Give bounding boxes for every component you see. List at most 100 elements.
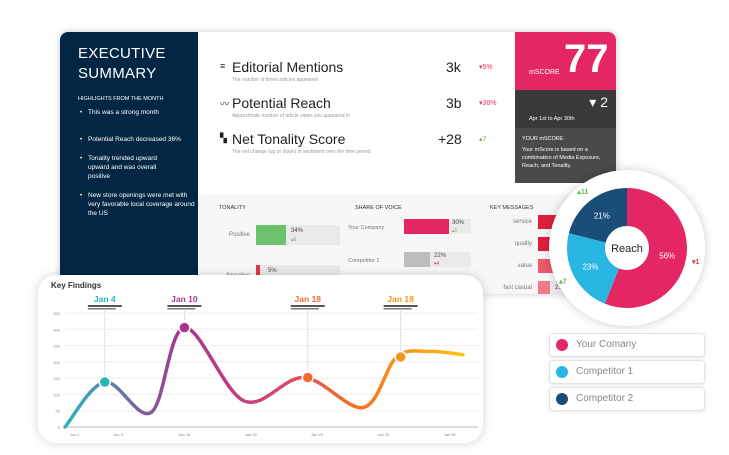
share-change: ▾4 xyxy=(434,261,440,267)
reach-donut-card: 56% ▾1 23% ▴7 21% ▴11 Reach xyxy=(549,170,705,326)
tonality-bar-positive xyxy=(256,225,286,245)
annotation-note xyxy=(383,305,418,307)
legend-label: Your Comany xyxy=(576,339,637,350)
x-tick-label: Jan 25 xyxy=(377,432,390,437)
annotation-label: Jan 10 xyxy=(171,294,198,304)
mscore-range: Apr 1st to Apr 30th xyxy=(529,116,575,122)
reach-donut-chart: 56% ▾1 23% ▴7 21% ▴11 Reach xyxy=(558,188,700,308)
metric-title: Potential Reach xyxy=(232,95,331,111)
mscore-panel: mSCORE 77 xyxy=(515,32,616,90)
annotation-marker xyxy=(178,321,191,334)
thumbs-icon: ▚ xyxy=(220,133,227,143)
share-header: SHARE OF VOICE xyxy=(355,205,402,211)
message-label: value xyxy=(517,263,532,269)
metric-change: ▾5% xyxy=(479,64,493,71)
mscore-info-text: Your mScore is based on a combination of… xyxy=(522,147,601,169)
legend-your-company[interactable]: Your Comany xyxy=(549,333,705,357)
mscore-info-title: YOUR mSCORE xyxy=(522,136,564,142)
annotation-marker xyxy=(98,375,112,389)
executive-summary-card: EXECUTIVE SUMMARY HIGHLIGHTS FROM THE MO… xyxy=(60,32,616,294)
metric-desc: The net change (up or down) in sentiment… xyxy=(232,149,372,155)
slice-label: 21% xyxy=(594,212,610,221)
metric-desc: Approximate number of article views you … xyxy=(232,113,350,119)
trend-icon: 〰 xyxy=(220,99,230,109)
x-tick-label: Jan 20 xyxy=(311,432,324,437)
data-line xyxy=(63,325,465,429)
slice-change: ▴11 xyxy=(576,189,588,196)
legend-dot xyxy=(556,393,568,405)
summary-panel: EXECUTIVE SUMMARY HIGHLIGHTS FROM THE MO… xyxy=(60,32,198,294)
annotation-label: Jan 4 xyxy=(94,294,116,304)
x-tick-label: Jan 1 xyxy=(70,432,81,437)
share-change: ▴1 xyxy=(452,228,458,234)
annotation-note xyxy=(290,305,325,307)
share-bar-competitor-1 xyxy=(404,252,430,267)
share-label: Your Company xyxy=(348,225,385,231)
legend-competitor-1[interactable]: Competitor 1 xyxy=(549,360,705,384)
annotation-note xyxy=(290,308,319,310)
legend-label: Competitor 2 xyxy=(576,393,634,404)
mscore-delta: ▾ 2 xyxy=(589,94,608,110)
summary-title: EXECUTIVE SUMMARY xyxy=(78,45,166,82)
tonality-change: ▴6 xyxy=(291,237,297,243)
slice-change: ▾1 xyxy=(691,259,700,266)
y-tick-label: 50 xyxy=(56,409,61,414)
y-tick-label: 300 xyxy=(53,327,60,332)
x-tick-label: Jan 30 xyxy=(444,432,457,437)
summary-subtitle: HIGHLIGHTS FROM THE MONTH xyxy=(78,96,164,102)
donut-hole xyxy=(605,226,649,270)
summary-bullet: New store openings were met with very fa… xyxy=(78,191,196,218)
share-pct: 22% xyxy=(434,253,447,259)
slice-label: 23% xyxy=(582,263,598,272)
annotation-note xyxy=(167,308,196,310)
annotation-marker xyxy=(394,350,407,364)
mscore-value: 77 xyxy=(564,37,609,81)
message-label: fast casual xyxy=(503,285,532,291)
donut-center-label: Reach xyxy=(611,243,643,255)
share-bar-your-company xyxy=(404,219,449,234)
metric-net-tonality: ▚ Net Tonality Score The net change (up … xyxy=(220,131,520,161)
metric-value: 3b xyxy=(446,95,462,111)
metric-editorial-mentions: ≡ Editorial Mentions The number of times… xyxy=(220,59,520,89)
mscore-label: mSCORE xyxy=(529,69,560,76)
x-tick-label: Jan 10 xyxy=(178,432,191,437)
annotation-note xyxy=(87,305,122,307)
key-findings-chart: 0 50 100 150 200 250 300 350 Jan 1 Jan 5 Jan 10 Jan… xyxy=(53,294,478,437)
metric-change: ▴7 xyxy=(479,136,487,143)
summary-bullet: Potential Reach decreased 36% xyxy=(78,135,196,144)
share-pct: 30% xyxy=(452,220,465,226)
metric-change: ▾36% xyxy=(479,100,497,107)
tonality-header: TONALITY xyxy=(219,205,246,211)
x-tick-label: Jan 5 xyxy=(113,432,124,437)
document-icon: ≡ xyxy=(220,61,226,71)
annotation-note xyxy=(383,308,412,310)
slice-change: ▴7 xyxy=(558,279,567,286)
metric-potential-reach: 〰 Potential Reach Approximate number of … xyxy=(220,95,520,125)
y-tick-label: 350 xyxy=(53,311,60,316)
legend-label: Competitor 1 xyxy=(576,366,634,377)
y-tick-label: 250 xyxy=(53,344,60,349)
legend-competitor-2[interactable]: Competitor 2 xyxy=(549,387,705,411)
metric-desc: The number of times articles appeared xyxy=(232,77,318,83)
tonality-pct: 34% xyxy=(291,228,304,234)
tonality-pct: 5% xyxy=(268,268,277,274)
annotation-note xyxy=(167,305,202,307)
annotation-marker xyxy=(301,371,315,384)
messages-header: KEY MESSAGES xyxy=(490,205,534,211)
metric-value: 3k xyxy=(446,59,461,75)
message-bar xyxy=(538,281,550,294)
legend-dot xyxy=(556,366,568,378)
message-label: quality xyxy=(514,241,532,247)
y-tick-label: 0 xyxy=(58,425,61,430)
annotation-note xyxy=(87,308,116,310)
message-label: service xyxy=(512,219,532,225)
slice-label: 56% xyxy=(659,252,675,261)
key-findings-card: Key Findings 0 50 100 150 200 250 300 350 Jan 1 J… xyxy=(38,275,483,443)
summary-bullet: This was a strong month xyxy=(78,108,196,117)
key-findings-title: Key Findings xyxy=(51,281,102,290)
summary-bullet: Tonality trended upward upward and was o… xyxy=(78,154,158,181)
metric-title: Net Tonality Score xyxy=(232,131,346,147)
mscore-info: YOUR mSCORE Your mScore is based on a co… xyxy=(515,128,616,183)
legend-dot xyxy=(556,339,568,351)
share-label: Competitor 1 xyxy=(348,258,380,264)
